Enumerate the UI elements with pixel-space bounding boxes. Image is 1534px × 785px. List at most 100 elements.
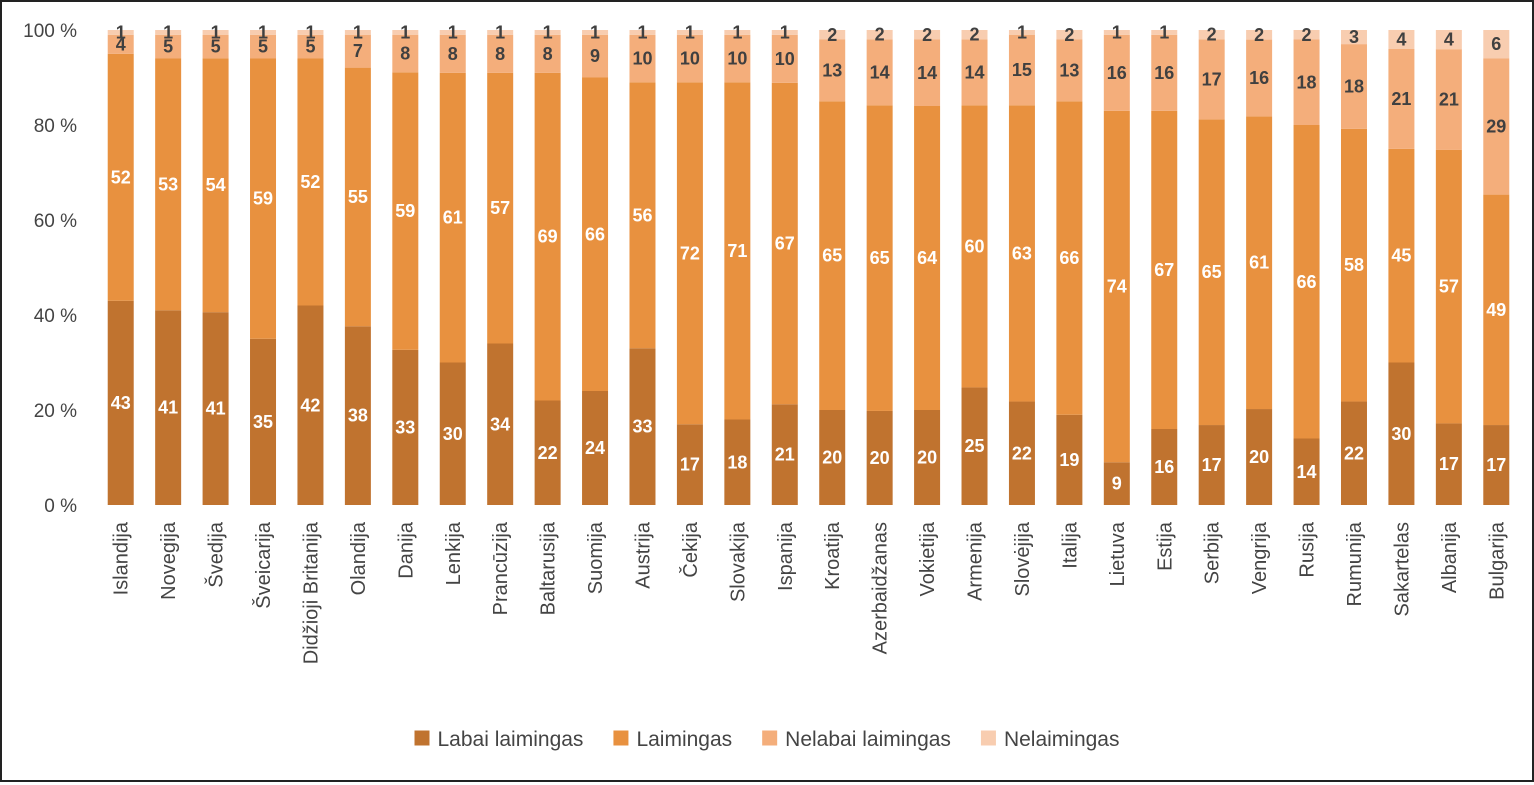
bar-segment [629,82,656,349]
data-label: 1 [211,22,221,42]
data-label: 64 [917,248,937,268]
data-label: 16 [1154,63,1174,83]
data-label: 1 [305,22,315,42]
data-label: 21 [1391,89,1411,109]
data-label: 67 [775,234,795,254]
category-label: Šveicarija [252,521,275,609]
data-label: 1 [258,22,268,42]
bar-segment [1340,44,1367,129]
bar-segment [819,30,846,40]
bar-segment [1151,429,1178,505]
bar-segment [1246,116,1273,410]
data-label: 18 [1297,72,1317,92]
data-label: 14 [917,63,937,83]
data-label: 42 [300,395,320,415]
category-label: Islandija [111,521,133,595]
bar-segment [534,30,561,35]
data-label: 5 [258,37,268,57]
category-label: Albanija [1439,521,1461,593]
bar-segment [1340,401,1367,505]
data-label: 2 [1254,25,1264,45]
bar-segment [487,34,514,73]
y-tick-label: 40 % [34,306,77,327]
data-label: 18 [727,452,747,472]
bar-segment [1293,39,1320,125]
bar-segment [155,34,182,59]
data-label: 57 [1439,277,1459,297]
data-label: 14 [965,62,985,82]
bar-segment [582,30,609,35]
data-label: 61 [1249,253,1269,273]
data-label: 14 [870,62,890,82]
data-label: 5 [163,37,173,57]
bar-segment [392,349,419,505]
bar-segment [1008,34,1035,106]
bar-segment [676,34,703,83]
bar-segment [961,387,988,505]
data-label: 1 [1017,22,1027,42]
bar-segment [107,34,134,54]
data-label: 56 [632,205,652,225]
category-label: Lenkija [443,521,465,585]
bar-segment [1056,101,1083,415]
bar-segment [866,105,893,411]
bar-segment [1103,110,1130,463]
bar-segment [724,30,751,35]
data-label: 1 [163,22,173,42]
x-axis-labels: Islandija Novegija Švedija Šveicarija Didžio… [111,521,1509,664]
bar-segment [1056,30,1083,40]
data-label: 60 [965,236,985,256]
data-label: 67 [1154,260,1174,280]
bar-segment [819,101,846,410]
data-label: 5 [211,36,221,56]
category-label: Čekija [679,521,702,577]
bar-segment [1293,438,1320,505]
data-label: 33 [395,417,415,437]
data-label: 1 [448,22,458,42]
bar-segment [1483,30,1510,59]
data-label: 72 [680,243,700,263]
data-label: 59 [253,189,273,209]
data-label: 22 [538,443,558,463]
data-label: 55 [348,187,368,207]
bar-segment [629,30,656,35]
data-label: 2 [827,25,837,45]
category-label: Prancūzija [490,521,512,615]
data-label: 66 [1059,248,1079,268]
bar-segment [866,30,893,40]
data-label: 17 [1439,454,1459,474]
bar-segment [250,34,277,59]
data-label: 1 [495,22,505,42]
bar-segment [724,419,751,505]
data-label: 63 [1012,243,1032,263]
bar-segment [1008,105,1035,402]
data-label: 13 [1059,60,1079,80]
bar-segment [1435,30,1462,50]
data-label: 2 [1064,25,1074,45]
category-label: Švedija [205,521,228,587]
data-label: 30 [443,424,463,444]
bar-segment [202,58,229,313]
bar-segment [1246,409,1273,505]
bar-segment [1103,34,1130,111]
bar-segment [819,410,846,505]
bar-segment [392,72,419,350]
data-label: 52 [300,172,320,192]
bar-segment [1388,362,1415,505]
bar-segment [392,30,419,35]
category-label: Rumunija [1344,521,1366,606]
legend-swatch [762,730,778,746]
bar-segment [1483,425,1510,505]
data-label: 66 [585,224,605,244]
category-label: Sakartelas [1391,522,1413,617]
data-label: 20 [917,448,937,468]
category-label: Suomija [585,521,607,594]
bar-segment [297,58,324,306]
bar-segment [1388,49,1415,149]
data-label: 74 [1107,277,1127,297]
bar-segment [1483,58,1510,195]
data-label: 57 [490,198,510,218]
data-label: 21 [775,445,795,465]
category-label: Lietuva [1107,521,1129,586]
